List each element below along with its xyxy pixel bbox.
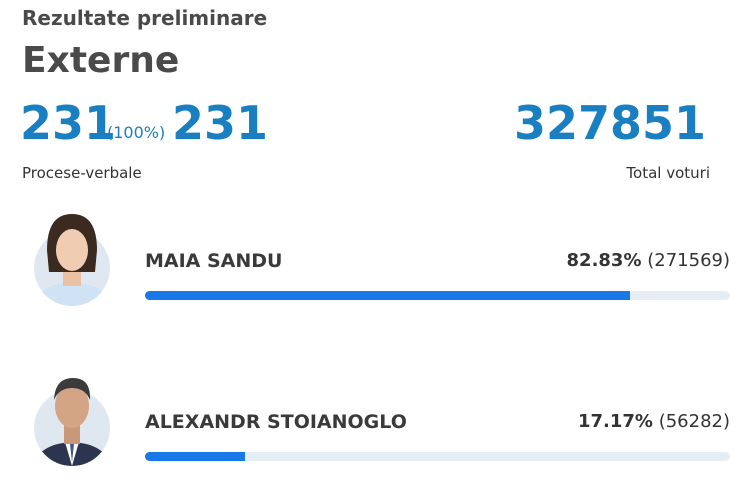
progress-track — [145, 452, 730, 461]
candidate-photo — [34, 378, 110, 466]
votes-label: Total voturi — [626, 164, 710, 182]
share-votes: (271569) — [647, 250, 730, 271]
candidate-name: MAIA SANDU — [145, 250, 283, 272]
share-percent: 17.17% — [577, 411, 653, 432]
total-protocols: 231 — [172, 96, 269, 150]
header-label: Rezultate preliminare — [22, 6, 268, 30]
protocols-label: Procese-verbale — [22, 164, 142, 182]
header-title: Externe — [22, 40, 180, 81]
total-votes: 327851 — [513, 96, 706, 150]
candidate-share: 82.83% (271569) — [567, 250, 730, 271]
progress-track — [145, 291, 730, 300]
share-votes: (56282) — [658, 411, 730, 432]
processed-count: 231 — [20, 96, 117, 150]
processed-percent: (100%) — [107, 123, 166, 142]
candidate-photo — [34, 214, 110, 306]
candidate-name: ALEXANDR STOIANOGLO — [145, 411, 407, 433]
progress-bar — [145, 291, 630, 300]
share-percent: 82.83% — [566, 250, 642, 271]
candidate-share: 17.17% (56282) — [578, 411, 730, 432]
progress-bar — [145, 452, 246, 461]
